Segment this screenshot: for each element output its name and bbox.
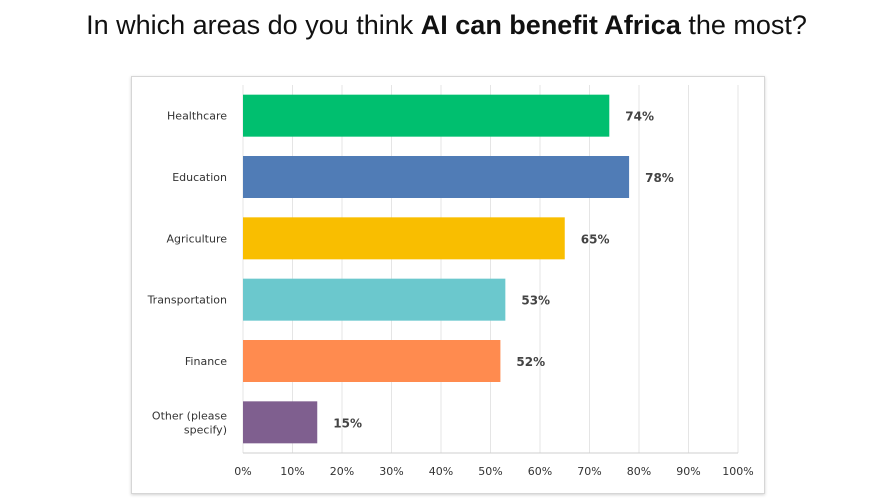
- x-tick-label: 20%: [330, 465, 354, 478]
- x-tick-label: 0%: [234, 465, 251, 478]
- category-label: Education: [172, 171, 227, 184]
- bar: [243, 278, 506, 321]
- title-bold: AI can benefit Africa: [420, 10, 681, 40]
- x-tick-label: 80%: [627, 465, 651, 478]
- chart-panel: 0% 10% 20% 30% 40% 50% 60% 70% 80% 90% 100% Healthc…: [131, 76, 765, 494]
- bar: [243, 340, 501, 382]
- value-label: 65%: [581, 232, 610, 246]
- bar: [243, 401, 318, 444]
- title-prefix: In which areas do you think: [86, 10, 421, 40]
- bar-chart: 0% 10% 20% 30% 40% 50% 60% 70% 80% 90% 100% Healthc…: [147, 85, 754, 478]
- category-label: Healthcare: [167, 110, 227, 123]
- x-tick-label: 100%: [722, 465, 753, 478]
- bar: [243, 217, 565, 260]
- x-tick-label: 50%: [478, 465, 502, 478]
- x-tick-label: 30%: [379, 465, 403, 478]
- value-label: 15%: [333, 416, 362, 430]
- category-label: Other (please specify): [152, 409, 227, 436]
- category-label: Finance: [185, 355, 227, 368]
- bar: [243, 94, 610, 137]
- chart-title: In which areas do you think AI can benef…: [0, 10, 893, 41]
- value-label: 78%: [645, 171, 674, 185]
- value-label: 52%: [516, 355, 545, 369]
- bar: [243, 156, 630, 198]
- value-label: 74%: [625, 110, 654, 124]
- x-tick-label: 60%: [528, 465, 552, 478]
- title-suffix: the most?: [680, 10, 807, 40]
- value-label: 53%: [521, 294, 550, 308]
- category-label: Transportation: [147, 294, 227, 307]
- x-tick-label: 40%: [429, 465, 453, 478]
- x-tick-label: 90%: [676, 465, 700, 478]
- x-tick-label: 70%: [577, 465, 601, 478]
- category-label: Agriculture: [167, 232, 228, 245]
- x-tick-label: 10%: [280, 465, 304, 478]
